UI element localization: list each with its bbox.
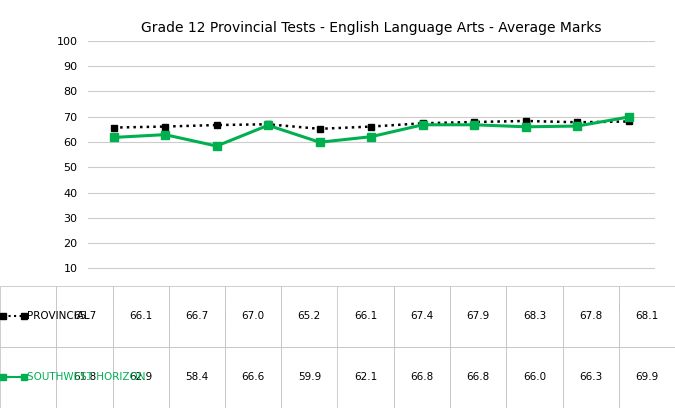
Text: SOUTHWEST HORIZON: SOUTHWEST HORIZON	[27, 373, 146, 382]
Text: PROVINCIAL: PROVINCIAL	[27, 311, 90, 321]
Title: Grade 12 Provincial Tests - English Language Arts - Average Marks: Grade 12 Provincial Tests - English Lang…	[141, 22, 601, 35]
